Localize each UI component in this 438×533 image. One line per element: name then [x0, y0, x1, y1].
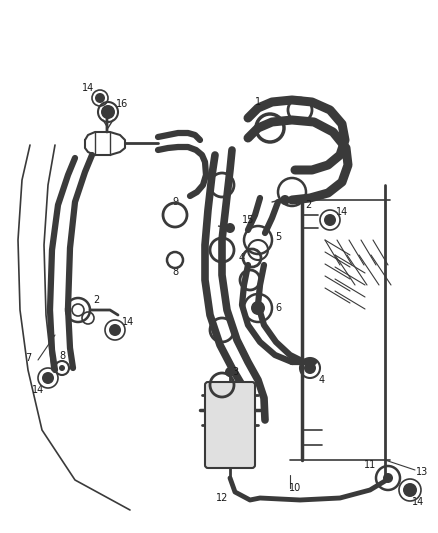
Circle shape — [101, 105, 115, 119]
Circle shape — [304, 362, 316, 374]
Circle shape — [251, 301, 265, 315]
Text: 14: 14 — [412, 497, 424, 507]
Text: 14: 14 — [32, 385, 44, 395]
Text: 16: 16 — [116, 99, 128, 109]
Text: 8: 8 — [59, 351, 65, 361]
Circle shape — [42, 372, 54, 384]
Text: 14: 14 — [82, 83, 94, 93]
Text: 7: 7 — [25, 353, 31, 363]
Circle shape — [403, 483, 417, 497]
Text: 6: 6 — [275, 303, 281, 313]
Text: 2: 2 — [305, 200, 311, 210]
FancyBboxPatch shape — [205, 382, 255, 468]
Text: 11: 11 — [364, 460, 376, 470]
Text: 13: 13 — [416, 467, 428, 477]
Text: 14: 14 — [336, 207, 348, 217]
Text: 3: 3 — [232, 367, 238, 377]
Text: 4: 4 — [319, 375, 325, 385]
Text: 15: 15 — [242, 215, 254, 225]
Text: 12: 12 — [216, 493, 228, 503]
Circle shape — [383, 473, 393, 483]
Text: 9: 9 — [172, 197, 178, 207]
Text: 14: 14 — [122, 317, 134, 327]
Text: 1: 1 — [255, 97, 261, 107]
Circle shape — [324, 214, 336, 226]
Circle shape — [95, 93, 105, 103]
Text: 8: 8 — [172, 267, 178, 277]
Circle shape — [280, 195, 290, 205]
Text: 4: 4 — [239, 253, 245, 263]
Circle shape — [225, 223, 235, 233]
Text: 5: 5 — [275, 232, 281, 242]
Circle shape — [109, 324, 121, 336]
Text: 10: 10 — [289, 483, 301, 493]
Text: 2: 2 — [93, 295, 99, 305]
Circle shape — [59, 365, 65, 371]
Circle shape — [225, 367, 235, 377]
